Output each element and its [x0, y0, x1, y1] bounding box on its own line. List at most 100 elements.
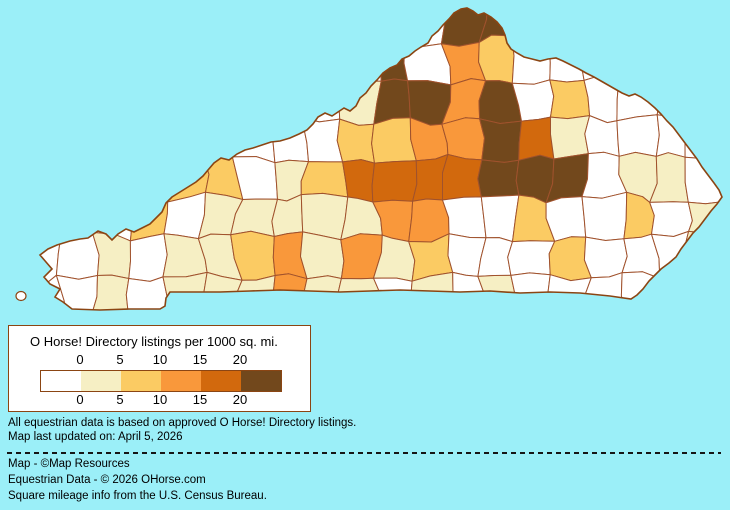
county-cell — [477, 159, 520, 198]
county-cell — [546, 8, 589, 45]
county-cells — [40, 8, 722, 310]
county-cell — [507, 240, 556, 276]
county-cell — [373, 277, 415, 310]
county-cell — [58, 192, 95, 234]
county-cell — [129, 43, 170, 85]
county-cell — [239, 8, 278, 47]
county-cell — [40, 8, 68, 47]
county-cell — [584, 115, 620, 157]
county-cell — [59, 154, 102, 196]
county-cell — [685, 39, 721, 80]
county-cell — [167, 36, 203, 81]
county-cell — [131, 154, 169, 203]
county-cell — [581, 191, 628, 241]
county-cell — [93, 83, 138, 125]
legend-title: O Horse! Directory listings per 1000 sq.… — [30, 334, 278, 349]
legend-swatch — [201, 371, 241, 391]
county-cell — [301, 117, 344, 163]
legend-tick-label: 5 — [116, 352, 124, 367]
county-cell — [408, 198, 450, 243]
county-cell — [659, 40, 695, 79]
legend-ticks-top: 0 5 10 15 20 — [9, 352, 310, 367]
legend-tick-label: 15 — [192, 392, 208, 407]
county-cell — [649, 201, 693, 237]
county-cell — [550, 115, 591, 160]
county-cell — [689, 75, 722, 118]
county-cell — [509, 8, 553, 45]
legend-tick-label: 0 — [76, 392, 84, 407]
legend-swatch — [161, 371, 201, 391]
county-cell — [168, 8, 204, 45]
county-cell — [441, 117, 485, 161]
county-cell — [231, 117, 279, 164]
county-cell — [410, 271, 454, 310]
legend-swatch — [241, 371, 281, 391]
county-cell — [510, 272, 552, 310]
county-cell — [271, 8, 311, 39]
note-last-updated: Map last updated on: April 5, 2026 — [8, 431, 183, 443]
legend-tick-label: 10 — [152, 352, 168, 367]
county-cell — [301, 37, 347, 84]
county-cell — [40, 116, 64, 163]
legend-tick-label: 20 — [232, 392, 248, 407]
credit-equestrian-data: Equestrian Data - © 2026 OHorse.com — [8, 474, 206, 486]
map-legend: O Horse! Directory listings per 1000 sq.… — [8, 325, 311, 412]
county-cell — [163, 117, 205, 161]
legend-tick-label: 5 — [116, 392, 124, 407]
county-cell — [128, 8, 174, 48]
county-cell — [442, 196, 487, 239]
county-cell — [618, 37, 666, 79]
county-cell — [169, 75, 203, 124]
county-cell — [546, 274, 592, 310]
county-cell — [40, 78, 64, 122]
county-cell — [131, 118, 174, 164]
county-cell — [235, 275, 276, 310]
county-cell — [685, 8, 722, 45]
county-cell — [616, 74, 662, 122]
credit-map: Map - ©Map Resources — [8, 458, 130, 470]
county-cell — [621, 8, 663, 45]
county-cell — [239, 35, 281, 81]
county-cell — [658, 8, 697, 45]
county-cell — [545, 196, 587, 242]
county-cell — [268, 273, 308, 310]
county-cell — [404, 8, 446, 47]
county-cell — [162, 271, 208, 310]
kentucky-bend-exclave — [15, 290, 27, 302]
county-cell — [277, 72, 310, 119]
county-cell — [684, 156, 722, 205]
legend-swatches — [40, 370, 282, 392]
legend-swatch — [41, 371, 81, 391]
county-cell — [273, 35, 309, 81]
county-cell — [336, 118, 375, 164]
county-cell — [59, 78, 103, 123]
county-cell — [687, 200, 722, 235]
county-cell — [684, 114, 722, 163]
county-cell — [548, 40, 586, 83]
county-cell — [197, 119, 242, 160]
county-cell — [583, 236, 628, 279]
county-cell — [55, 229, 100, 280]
county-cell — [40, 39, 68, 82]
county-cell — [549, 79, 591, 120]
county-cell — [582, 8, 627, 44]
county-cell — [371, 117, 417, 164]
county-cell — [93, 154, 137, 203]
county-cell — [57, 119, 102, 163]
county-cell — [300, 231, 345, 280]
county-cell — [300, 161, 349, 198]
county-cell — [337, 39, 382, 84]
county-cell — [371, 160, 418, 203]
county-cell — [478, 34, 515, 84]
legend-tick-label: 0 — [76, 352, 84, 367]
county-cell — [40, 193, 63, 238]
county-cell — [91, 274, 130, 310]
county-cell — [95, 8, 134, 47]
county-cell — [342, 159, 375, 203]
legend-tick-label: 20 — [232, 352, 248, 367]
county-cell — [60, 39, 103, 87]
legend-ticks-bottom: 0 5 10 15 20 — [9, 392, 310, 407]
county-cell — [198, 8, 244, 47]
county-cell — [518, 116, 555, 161]
